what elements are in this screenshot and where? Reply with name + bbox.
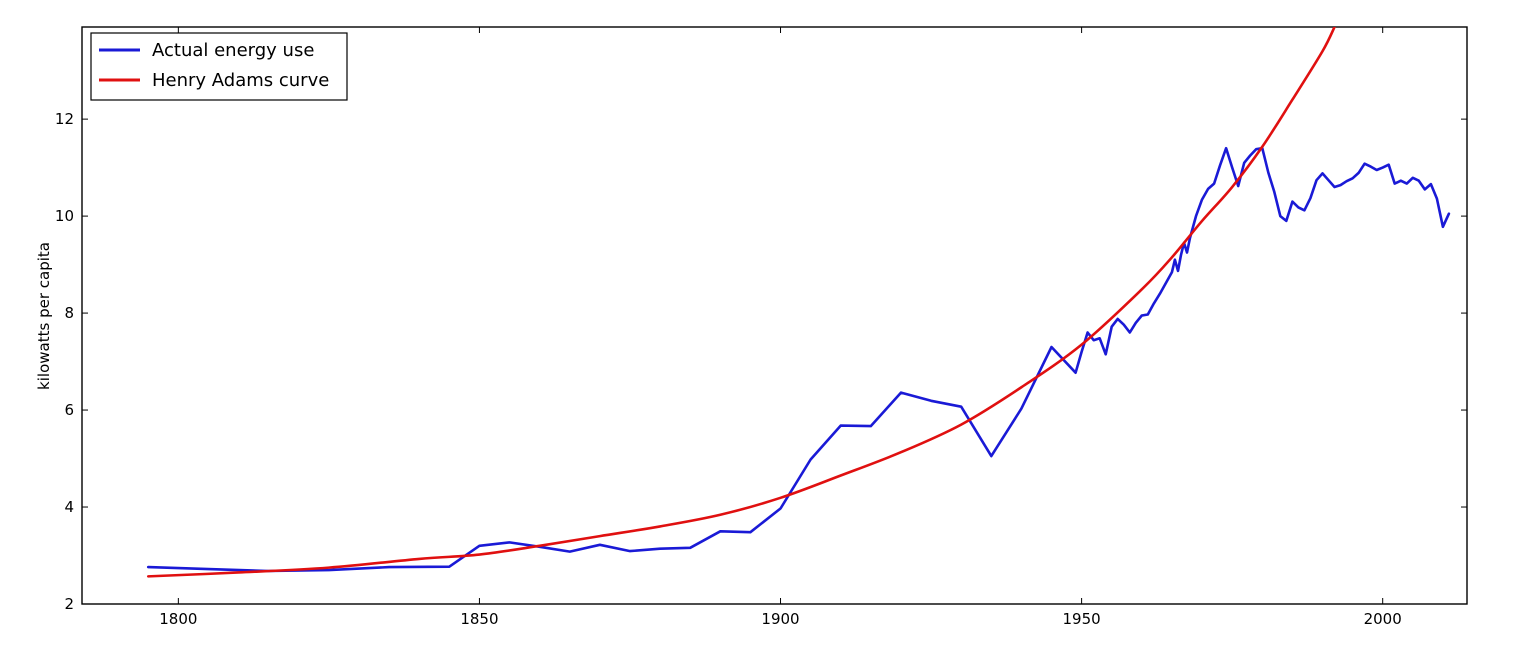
x-axis-ticks: 1800 1850 1900 1950 2000: [159, 27, 1402, 628]
series-line-actual-energy-use: [146, 146, 1451, 573]
series-line-henry-adams-curve: [146, 27, 1336, 578]
x-tick-label: 1950: [1063, 610, 1101, 628]
y-tick-label: 8: [64, 304, 74, 322]
y-axis-label: kilowatts per capita: [35, 242, 53, 390]
y-tick-label: 6: [64, 401, 74, 419]
y-tick-label: 12: [55, 110, 74, 128]
legend-frame: [90, 32, 348, 101]
x-tick-label: 1800: [159, 610, 197, 628]
x-tick-label: 2000: [1364, 610, 1402, 628]
y-tick-label: 2: [64, 595, 74, 613]
legend-label-actual-energy-use: Actual energy use: [152, 40, 314, 61]
series-layer: [146, 27, 1451, 578]
x-tick-label: 1900: [761, 610, 799, 628]
legend: Actual energy use Henry Adams curve: [90, 32, 348, 101]
plot-area-frame: [81, 26, 1468, 605]
x-tick-label: 1850: [460, 610, 498, 628]
legend-label-henry-adams-curve: Henry Adams curve: [152, 70, 329, 91]
y-tick-label: 10: [55, 207, 74, 225]
y-tick-label: 4: [64, 498, 74, 516]
y-axis-ticks: 2 4 6 8 10 12: [55, 110, 1467, 613]
